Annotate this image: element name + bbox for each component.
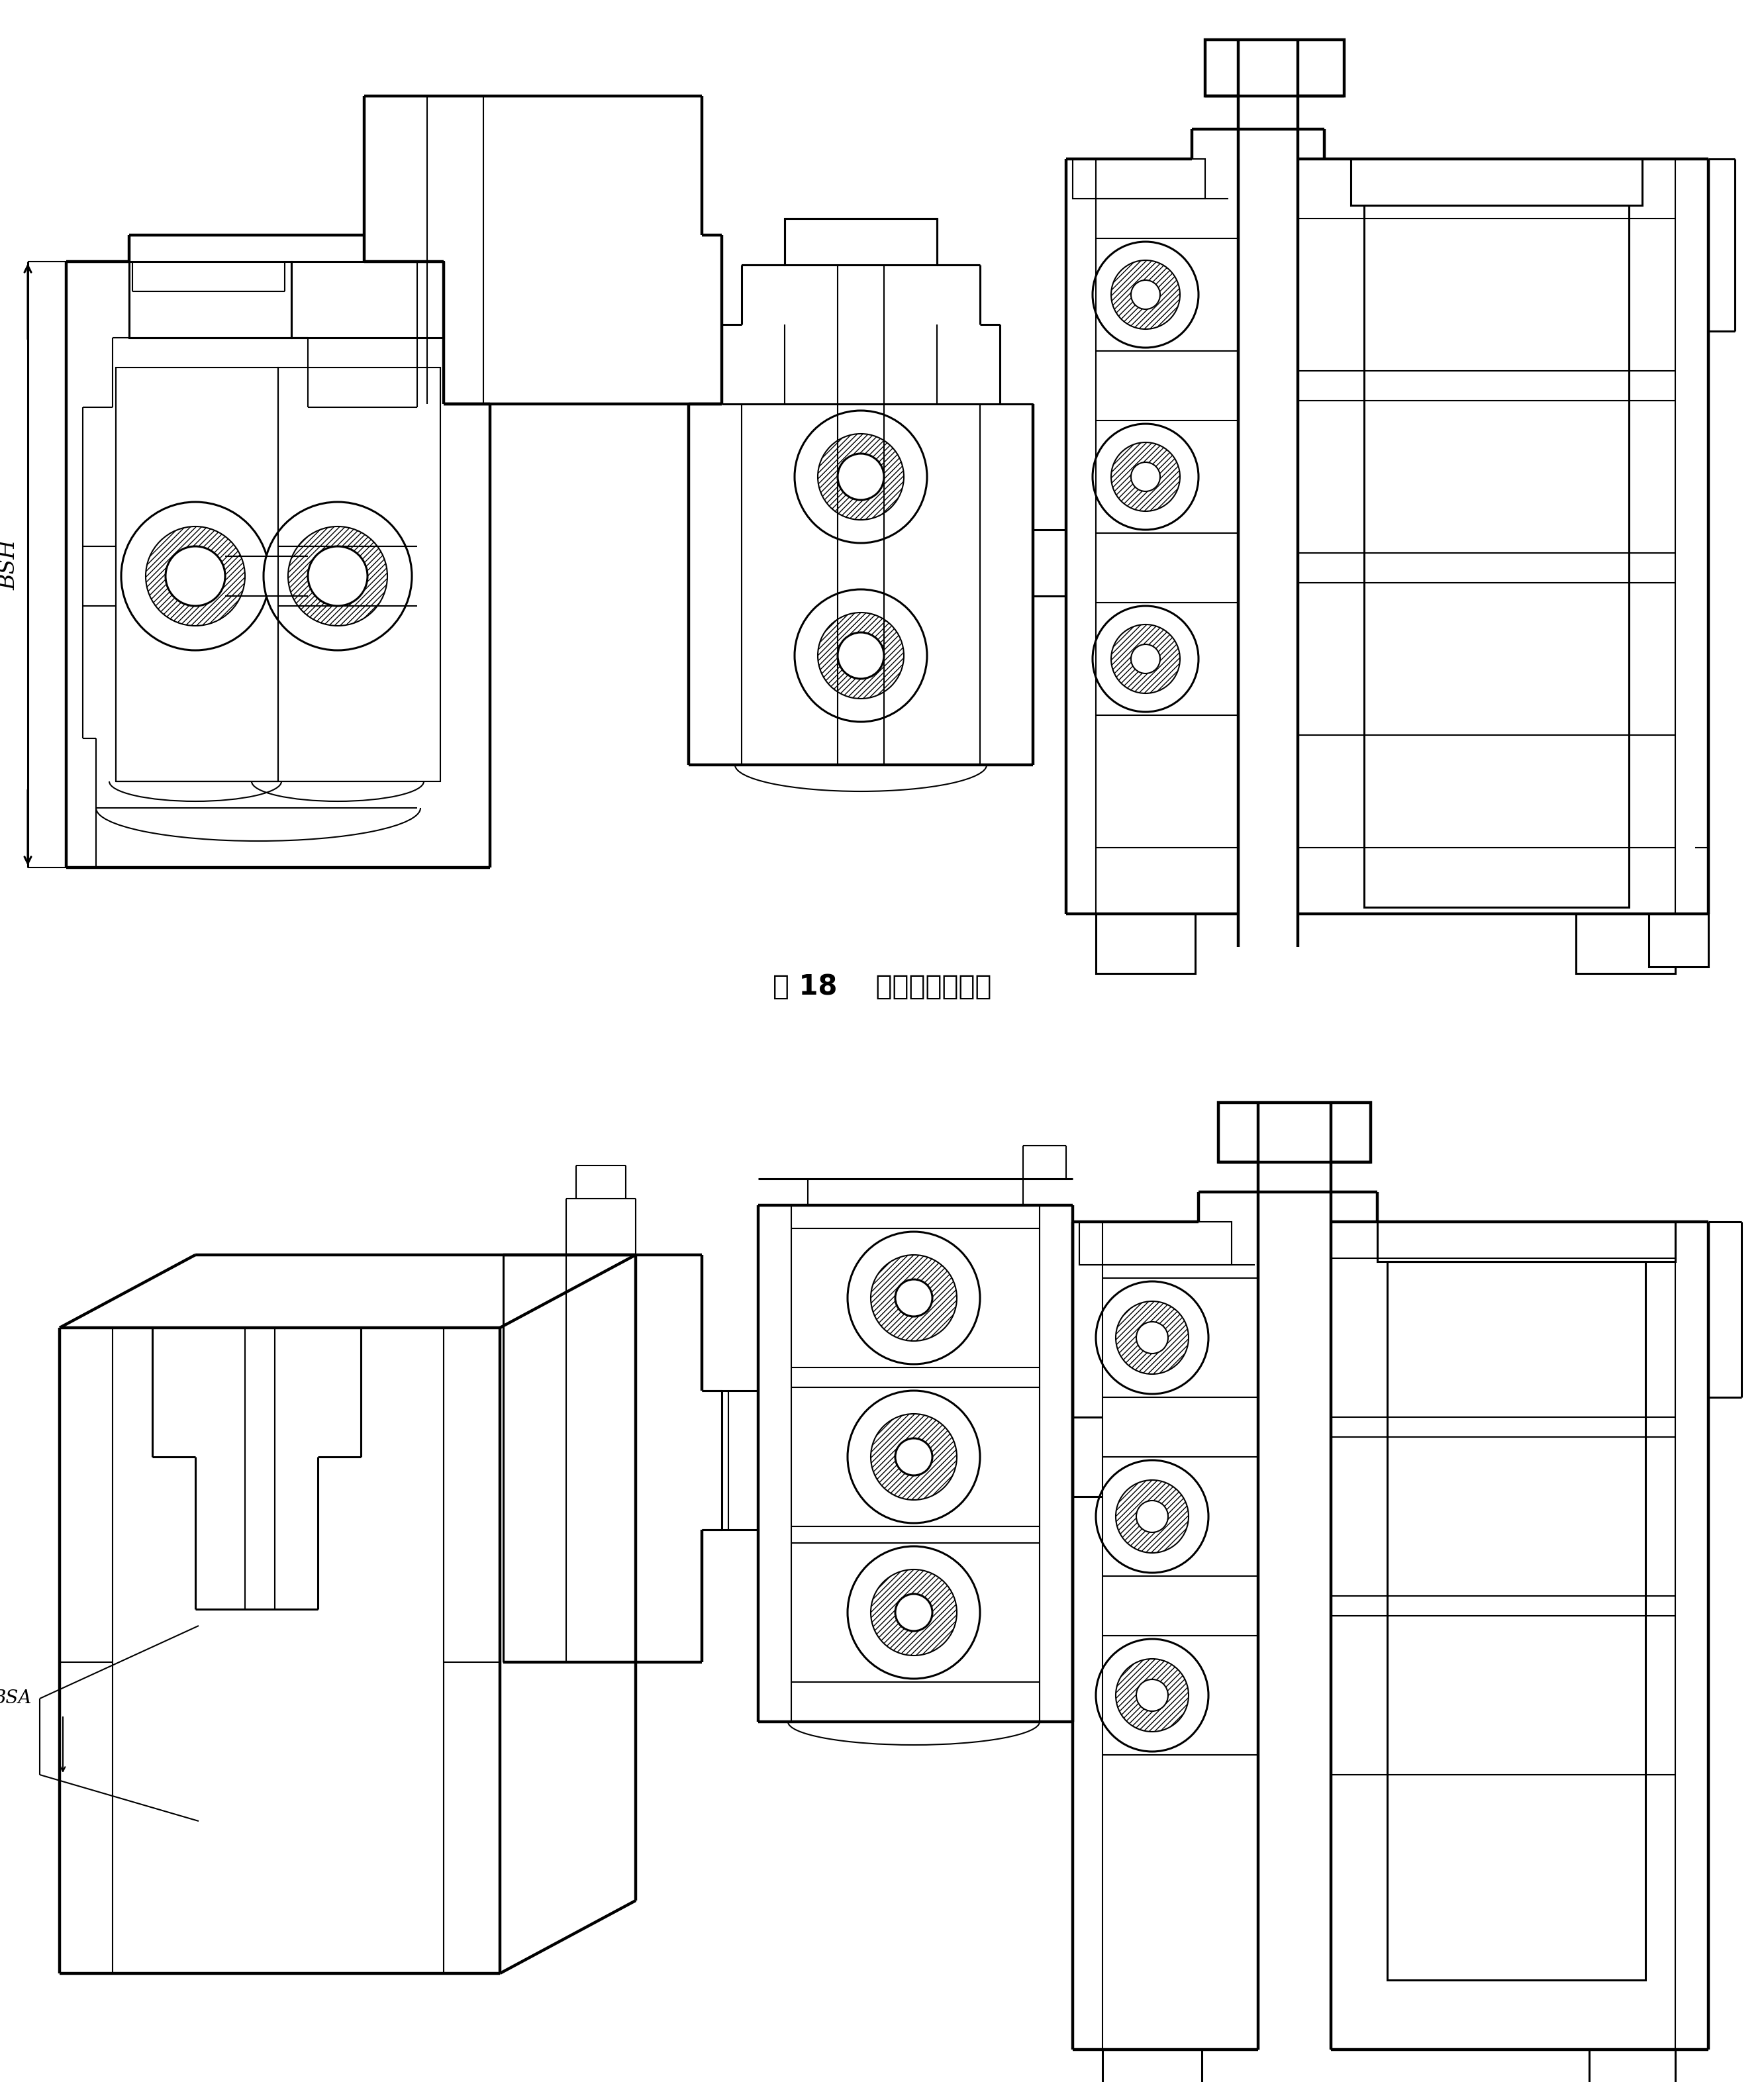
- Circle shape: [1092, 242, 1198, 348]
- Circle shape: [1424, 585, 1570, 731]
- Circle shape: [1424, 223, 1570, 369]
- Circle shape: [1117, 1480, 1189, 1553]
- Circle shape: [1448, 612, 1544, 706]
- Circle shape: [1475, 1674, 1517, 1716]
- Circle shape: [1092, 606, 1198, 712]
- Circle shape: [1092, 425, 1198, 529]
- Circle shape: [1475, 1495, 1517, 1539]
- Bar: [1073, 158, 1205, 198]
- Bar: [1378, 1222, 1676, 1262]
- Bar: [279, 369, 441, 781]
- Circle shape: [1131, 643, 1161, 672]
- Bar: [1095, 914, 1196, 974]
- Bar: [1387, 1262, 1646, 1980]
- Circle shape: [1136, 1322, 1168, 1353]
- Circle shape: [122, 502, 270, 650]
- Circle shape: [838, 633, 884, 679]
- Text: BSH: BSH: [0, 539, 19, 589]
- Circle shape: [1136, 1501, 1168, 1532]
- Bar: [1364, 206, 1628, 908]
- Bar: [785, 219, 937, 264]
- Circle shape: [1475, 1316, 1517, 1360]
- Circle shape: [871, 1255, 956, 1341]
- Circle shape: [1448, 429, 1544, 525]
- Circle shape: [847, 1391, 981, 1524]
- Circle shape: [818, 612, 903, 700]
- Circle shape: [1476, 275, 1517, 314]
- Circle shape: [1476, 639, 1517, 679]
- Bar: [116, 369, 279, 781]
- Circle shape: [1095, 1280, 1208, 1395]
- Circle shape: [1117, 1301, 1189, 1374]
- Circle shape: [1446, 1645, 1547, 1745]
- Circle shape: [896, 1280, 933, 1316]
- Circle shape: [1448, 248, 1544, 341]
- Circle shape: [847, 1233, 981, 1364]
- Circle shape: [146, 527, 245, 627]
- Circle shape: [1111, 625, 1180, 693]
- Circle shape: [896, 1595, 933, 1630]
- Text: 图 18    轴承座高度示意: 图 18 轴承座高度示意: [773, 972, 991, 1001]
- Circle shape: [1446, 1289, 1547, 1387]
- Circle shape: [871, 1414, 956, 1499]
- Circle shape: [1111, 441, 1180, 512]
- Circle shape: [838, 454, 884, 500]
- Circle shape: [166, 545, 226, 606]
- Bar: [129, 262, 291, 337]
- Circle shape: [1111, 260, 1180, 329]
- Circle shape: [309, 545, 367, 606]
- Circle shape: [263, 502, 411, 650]
- Bar: [1351, 158, 1642, 206]
- Circle shape: [1420, 1441, 1573, 1593]
- Circle shape: [1476, 456, 1517, 498]
- Bar: [1219, 1103, 1371, 1162]
- Circle shape: [818, 433, 903, 520]
- Circle shape: [1131, 281, 1161, 310]
- Circle shape: [1117, 1659, 1189, 1732]
- Circle shape: [871, 1570, 956, 1655]
- Bar: [1575, 914, 1676, 974]
- Circle shape: [1136, 1680, 1168, 1711]
- Bar: [1589, 2049, 1676, 2082]
- Bar: [291, 262, 445, 337]
- Circle shape: [794, 589, 928, 722]
- Circle shape: [1095, 1459, 1208, 1572]
- Circle shape: [1446, 1468, 1547, 1566]
- Circle shape: [1095, 1639, 1208, 1751]
- Circle shape: [896, 1439, 933, 1476]
- Text: BSA: BSA: [0, 1691, 32, 1707]
- Circle shape: [794, 410, 928, 543]
- Circle shape: [1424, 404, 1570, 550]
- Bar: [1102, 2049, 1201, 2082]
- Bar: [1205, 40, 1344, 96]
- Circle shape: [1131, 462, 1161, 491]
- Bar: [1080, 1222, 1231, 1266]
- Circle shape: [1420, 1620, 1573, 1772]
- Circle shape: [288, 527, 388, 627]
- Circle shape: [847, 1547, 981, 1678]
- Circle shape: [1420, 1262, 1573, 1414]
- Bar: [1649, 914, 1708, 966]
